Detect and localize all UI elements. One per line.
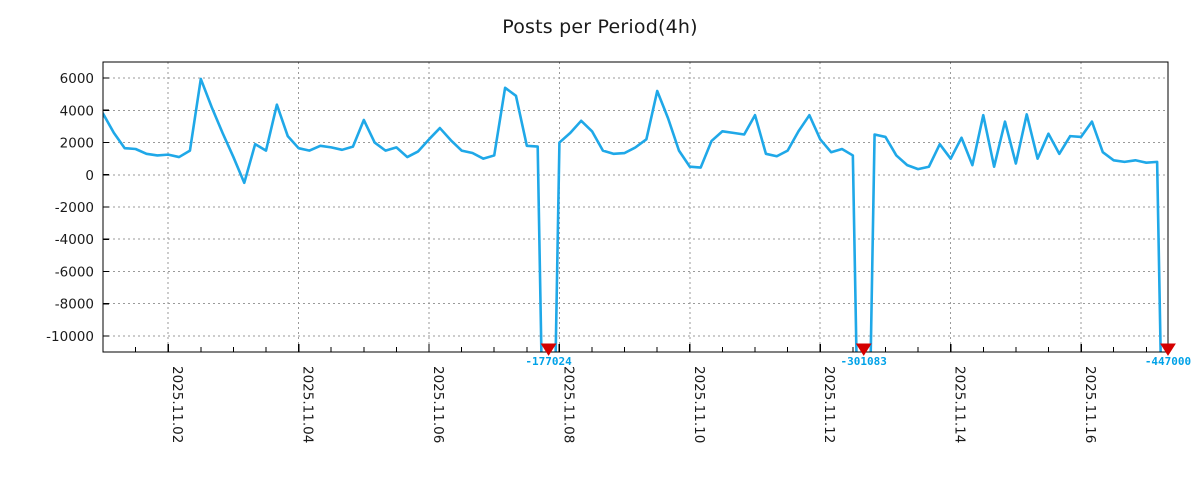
annotation-label: -177024: [525, 355, 572, 368]
data-series-line: [103, 77, 1162, 352]
y-tick-label: -2000: [55, 200, 94, 216]
annotations: -177024 -301083 -447000: [525, 343, 1191, 368]
x-tick-label: 2025.11.10: [691, 366, 707, 443]
annotation-marker[interactable]: -177024: [525, 343, 572, 368]
x-axis-ticks: 2025.11.02 2025.11.04 2025.11.06 2025.11.08…: [102, 344, 1147, 443]
x-tick-label: 2025.11.02: [169, 366, 185, 443]
x-tick-label: 2025.11.08: [560, 366, 576, 443]
y-tick-label: 4000: [60, 103, 94, 119]
y-tick-label: -6000: [55, 264, 94, 280]
y-tick-label: -8000: [55, 297, 94, 313]
annotation-label: -447000: [1145, 355, 1191, 368]
x-tick-label: 2025.11.12: [821, 366, 837, 443]
x-tick-label: 2025.11.14: [952, 366, 968, 443]
page-title: Posts per Period(4h): [502, 16, 698, 38]
y-tick-label: 6000: [60, 71, 94, 87]
y-tick-label: -10000: [46, 329, 94, 345]
annotation-label: -301083: [841, 355, 887, 368]
grid-lines: [103, 62, 1168, 352]
x-tick-label: 2025.11.16: [1082, 366, 1098, 443]
annotation-marker[interactable]: -301083: [841, 343, 887, 368]
annotation-marker[interactable]: -447000: [1145, 343, 1191, 368]
y-tick-label: -4000: [55, 232, 94, 248]
y-tick-label: 2000: [60, 136, 94, 152]
x-tick-label: 2025.11.04: [300, 366, 316, 443]
x-tick-label: 2025.11.06: [430, 366, 446, 443]
y-axis-ticks: 6000 4000 2000 0 -2000 -4000 -6000 -8000 -10000: [46, 71, 109, 345]
y-tick-label: 0: [85, 168, 94, 184]
